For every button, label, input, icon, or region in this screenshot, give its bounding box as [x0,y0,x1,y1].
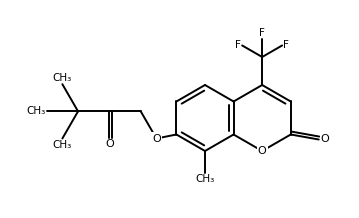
Text: F: F [283,41,289,50]
Text: CH₃: CH₃ [53,73,72,83]
Text: CH₃: CH₃ [27,106,46,116]
Text: O: O [321,135,330,145]
Text: O: O [258,146,266,156]
Text: CH₃: CH₃ [53,140,72,150]
Text: F: F [235,41,241,50]
Text: CH₃: CH₃ [195,174,215,184]
Text: O: O [105,139,114,149]
Text: F: F [259,28,265,38]
Text: O: O [152,133,161,143]
